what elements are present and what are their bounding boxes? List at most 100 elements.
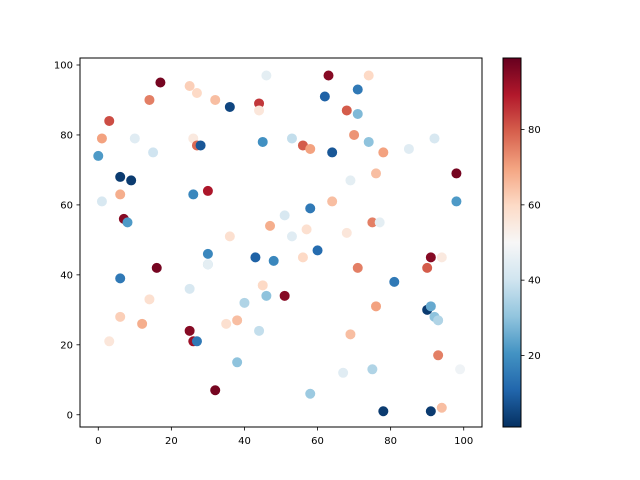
- scatter-point: [301, 224, 312, 235]
- scatter-point: [224, 101, 235, 112]
- scatter-point: [254, 98, 265, 109]
- scatter-point: [374, 217, 385, 228]
- scatter-point: [184, 325, 195, 336]
- scatter-point: [378, 406, 389, 417]
- scatter-point: [425, 406, 436, 417]
- y-tick-label: 20: [60, 340, 73, 351]
- scatter-point: [345, 175, 356, 186]
- scatter-point: [184, 283, 195, 294]
- colorbar-tick-label: 80: [528, 125, 541, 136]
- scatter-point: [367, 217, 378, 228]
- scatter-point: [239, 297, 250, 308]
- scatter-point: [96, 196, 107, 207]
- scatter-point: [115, 273, 126, 284]
- scatter-point: [323, 70, 334, 81]
- scatter-point: [341, 105, 352, 116]
- scatter-point: [305, 203, 316, 214]
- scatter-point: [184, 80, 195, 91]
- x-tick-label: 80: [384, 436, 397, 447]
- scatter-point: [104, 336, 115, 347]
- scatter-point: [422, 262, 433, 273]
- scatter-point: [305, 143, 316, 154]
- scatter-point: [305, 388, 316, 399]
- scatter-point: [389, 276, 400, 287]
- scatter-point: [363, 136, 374, 147]
- scatter-point: [286, 133, 297, 144]
- scatter-point: [155, 77, 166, 88]
- scatter-point: [250, 252, 261, 263]
- scatter-point: [202, 259, 213, 270]
- colorbar: [502, 57, 522, 428]
- plot-frame: [79, 57, 483, 428]
- scatter-point: [349, 129, 360, 140]
- scatter-point: [433, 350, 444, 361]
- y-axis: 0 20 40 60 80 100: [54, 60, 80, 421]
- scatter-point: [195, 140, 206, 151]
- x-tick-label: 0: [95, 436, 101, 447]
- y-tick-label: 60: [60, 200, 73, 211]
- x-tick-label: 100: [454, 436, 473, 447]
- scatter-point: [202, 185, 213, 196]
- scatter-point: [297, 252, 308, 263]
- scatter-point: [261, 290, 272, 301]
- scatter-point: [352, 262, 363, 273]
- scatter-point: [451, 196, 462, 207]
- scatter-point: [403, 143, 414, 154]
- scatter-point: [188, 189, 199, 200]
- scatter-point: [115, 171, 126, 182]
- colorbar-axis: 20 40 60 80: [521, 125, 541, 362]
- scatter-point: [191, 336, 202, 347]
- scatter-point: [338, 367, 349, 378]
- scatter-point: [319, 91, 330, 102]
- y-tick-label: 40: [60, 270, 73, 281]
- scatter-point: [265, 220, 276, 231]
- colorbar-tick-label: 60: [528, 200, 541, 211]
- scatter-point: [341, 227, 352, 238]
- scatter-point: [144, 94, 155, 105]
- scatter-point: [433, 315, 444, 326]
- scatter-point: [261, 70, 272, 81]
- scatter-point: [436, 402, 447, 413]
- x-tick-label: 20: [165, 436, 178, 447]
- scatter-point: [367, 364, 378, 375]
- scatter-point: [425, 252, 436, 263]
- scatter-point: [257, 136, 268, 147]
- scatter-point: [327, 196, 338, 207]
- scatter-point: [191, 87, 202, 98]
- scatter-point: [232, 357, 243, 368]
- scatter-point: [104, 115, 115, 126]
- scatter-point: [232, 315, 243, 326]
- scatter-point: [371, 168, 382, 179]
- scatter-point: [279, 210, 290, 221]
- scatter-point: [129, 133, 140, 144]
- scatter-points: [93, 70, 466, 417]
- scatter-point: [210, 94, 221, 105]
- scatter-point: [96, 133, 107, 144]
- scatter-point: [210, 385, 221, 396]
- scatter-point: [286, 231, 297, 242]
- x-axis: 0 20 40 60 80 100: [95, 427, 473, 447]
- x-tick-label: 40: [238, 436, 251, 447]
- colorbar-tick-label: 40: [528, 276, 541, 287]
- scatter-point: [363, 70, 374, 81]
- scatter-point: [144, 294, 155, 305]
- scatter-point: [257, 280, 268, 291]
- y-tick-label: 0: [67, 410, 73, 421]
- scatter-point: [425, 301, 436, 312]
- y-tick-label: 80: [60, 130, 73, 141]
- scatter-point: [378, 147, 389, 158]
- scatter-point: [436, 252, 447, 263]
- colorbar-tick-label: 20: [528, 351, 541, 362]
- scatter-point: [122, 217, 133, 228]
- scatter-point: [126, 175, 137, 186]
- scatter-point: [268, 255, 279, 266]
- scatter-point: [254, 105, 265, 116]
- scatter-point: [352, 84, 363, 95]
- scatter-point: [148, 147, 159, 158]
- scatter-point: [115, 189, 126, 200]
- x-tick-label: 60: [311, 436, 324, 447]
- scatter-point: [451, 168, 462, 179]
- scatter-point: [137, 318, 148, 329]
- scatter-point: [371, 301, 382, 312]
